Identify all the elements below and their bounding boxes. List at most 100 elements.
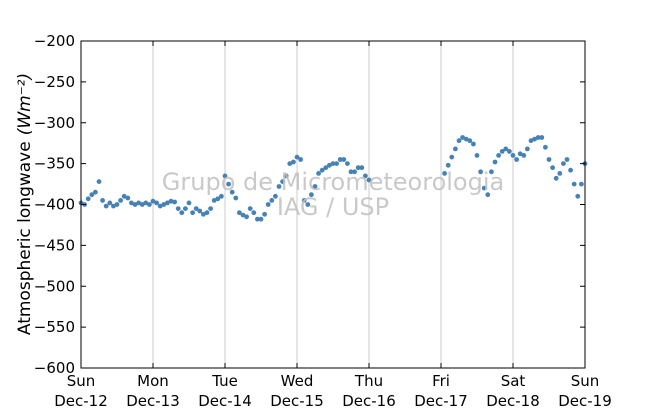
x-tick-label-date: Dec-19	[558, 392, 612, 409]
data-point	[449, 154, 455, 160]
x-tick-label-date: Dec-15	[270, 392, 324, 409]
x-tick-label-day: Sun	[571, 372, 600, 390]
data-point	[366, 177, 372, 183]
x-tick-label-date: Dec-14	[198, 392, 252, 409]
data-point	[204, 210, 210, 216]
data-point	[348, 169, 354, 175]
data-point	[327, 162, 332, 168]
data-point	[179, 210, 185, 216]
data-point	[107, 200, 113, 206]
x-tick-label-day: Tue	[211, 372, 238, 390]
x-tick-label-day: Fri	[432, 372, 450, 390]
x-tick-label-day: Sat	[501, 372, 526, 390]
data-point	[553, 175, 559, 181]
data-point	[229, 189, 235, 195]
data-point	[114, 202, 120, 207]
x-tick-label-day: Thu	[354, 372, 383, 390]
data-point	[316, 171, 321, 176]
data-point	[453, 146, 458, 152]
data-point	[283, 173, 289, 179]
data-point	[291, 159, 296, 165]
y-tick-label: −550	[34, 318, 75, 336]
data-point	[467, 138, 473, 144]
data-point	[237, 210, 242, 216]
data-point	[251, 210, 257, 216]
x-axis: Sun Dec-12 Mon Dec-13 Tue Dec-14 Wed Dec-15 Thu D…	[54, 41, 612, 409]
data-point	[165, 200, 170, 206]
x-tick-label-date: Dec-13	[126, 392, 180, 409]
data-point	[550, 165, 555, 171]
data-point	[510, 153, 516, 158]
watermark: Grupo de Micrometeorologia IAG / USP	[162, 168, 504, 221]
data-point	[363, 173, 368, 179]
data-point	[93, 189, 98, 195]
data-point	[233, 195, 239, 201]
data-point	[190, 210, 196, 216]
data-point	[262, 211, 267, 217]
x-tick-label-day: Sun	[67, 372, 96, 390]
data-point	[345, 161, 350, 167]
data-point	[298, 157, 303, 162]
x-tick-label-date: Dec-12	[54, 392, 108, 409]
y-axis: −200 −250 −300 −350 −400 −450 −500 −550 −600	[34, 32, 585, 377]
data-point	[481, 185, 487, 191]
data-point	[568, 167, 573, 173]
data-point	[154, 200, 160, 206]
data-point	[564, 157, 570, 162]
y-axis-title-text: Atmospheric longwave	[15, 141, 35, 335]
data-point	[301, 198, 307, 203]
data-point	[460, 135, 465, 140]
data-point	[276, 184, 282, 189]
x-tick-label-day: Mon	[137, 372, 169, 390]
y-tick-label: −600	[34, 359, 75, 377]
data-point	[305, 202, 311, 207]
data-point	[132, 202, 138, 207]
data-point	[197, 208, 203, 214]
data-point	[186, 200, 192, 206]
data-point	[111, 203, 116, 209]
data-point	[492, 159, 498, 165]
data-point	[222, 173, 228, 179]
watermark-line-2: IAG / USP	[277, 193, 389, 221]
data-point	[521, 153, 527, 158]
x-tick-label-date: Dec-17	[414, 392, 468, 409]
data-point	[168, 198, 174, 204]
data-point	[136, 200, 142, 206]
data-point	[442, 171, 447, 176]
data-point	[161, 202, 167, 207]
data-point	[528, 138, 534, 144]
data-point	[496, 153, 501, 158]
y-tick-label: −500	[34, 277, 75, 295]
data-point	[244, 214, 250, 220]
data-point	[532, 136, 537, 142]
data-point	[219, 193, 224, 199]
x-tick-label-date: Dec-16	[342, 392, 396, 409]
data-point	[579, 181, 584, 187]
data-point	[535, 135, 541, 140]
data-point	[456, 138, 462, 144]
data-point	[557, 171, 563, 176]
y-tick-label: −450	[34, 236, 75, 254]
data-point	[507, 149, 512, 154]
data-point	[121, 193, 127, 199]
data-point	[125, 195, 131, 201]
data-point	[463, 136, 469, 142]
y-tick-label: −400	[34, 196, 75, 214]
data-point	[575, 193, 581, 199]
data-point	[118, 198, 123, 203]
data-point	[517, 151, 523, 157]
data-point	[474, 153, 480, 158]
data-point	[139, 202, 145, 207]
data-point	[273, 193, 278, 199]
data-point	[330, 161, 336, 167]
data-point	[543, 144, 548, 150]
data-point	[240, 212, 246, 218]
x-gridlines	[152, 41, 514, 368]
data-point	[215, 196, 221, 202]
data-point	[143, 200, 149, 206]
y-tick-label: −200	[34, 32, 75, 50]
data-point	[100, 198, 105, 203]
data-point	[359, 165, 365, 171]
data-point	[147, 202, 152, 207]
data-point	[280, 179, 285, 185]
